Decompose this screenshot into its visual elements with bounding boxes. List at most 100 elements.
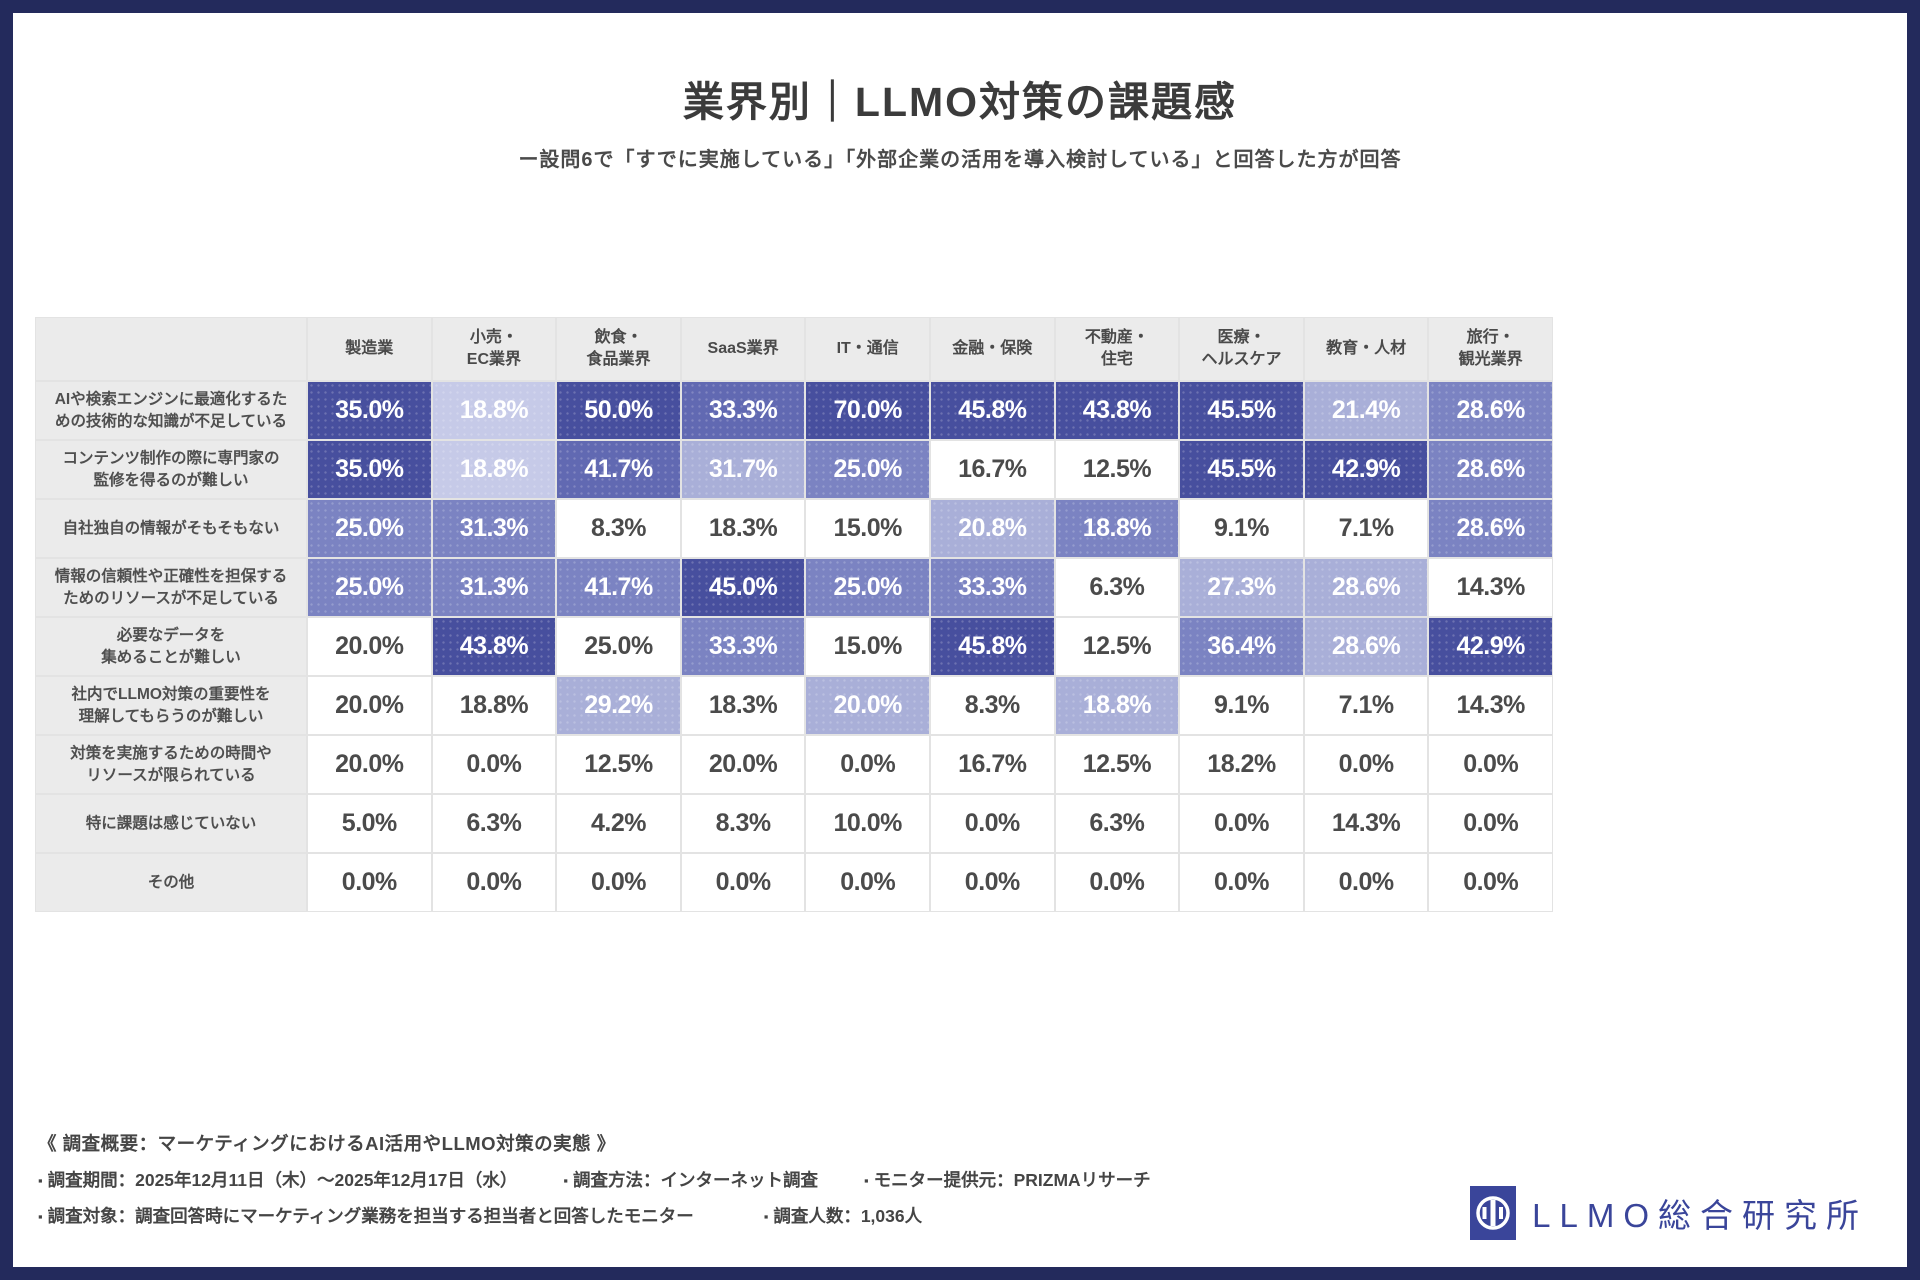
heat-cell: 12.5%: [1055, 736, 1179, 793]
heat-cell: 18.3%: [681, 677, 805, 734]
column-header: SaaS業界: [681, 318, 805, 380]
heat-cell: 28.6%: [1429, 500, 1552, 557]
bullet-icon: ▪: [38, 1209, 43, 1224]
heat-cell: 25.0%: [806, 559, 929, 616]
heat-cell: 25.0%: [557, 618, 680, 675]
heat-cell: 33.3%: [681, 618, 805, 675]
heat-cell: 14.3%: [1429, 677, 1552, 734]
heat-cell: 28.6%: [1304, 618, 1428, 675]
heat-cell: 0.0%: [432, 854, 556, 911]
row-label: その他: [36, 854, 306, 911]
heat-cell: 16.7%: [930, 736, 1054, 793]
survey-line-3: ▪ 調査対象：調査回答時にマーケティング業務を担当する担当者と回答したモニター ▪ 調…: [38, 1203, 1197, 1228]
bullet-icon: ▪: [38, 1173, 43, 1188]
heat-cell: 20.0%: [308, 677, 431, 734]
heat-cell: 8.3%: [930, 677, 1054, 734]
heat-cell: 0.0%: [1055, 854, 1179, 911]
survey-item-text: 調査対象：調査回答時にマーケティング業務を担当する担当者と回答したモニター: [47, 1206, 694, 1226]
column-header: 金融・保険: [930, 318, 1054, 380]
heat-cell: 18.8%: [432, 382, 556, 439]
heat-cell: 45.5%: [1180, 441, 1303, 498]
survey-item: ▪ モニター提供元：PRIZMAリサーチ: [864, 1167, 1151, 1192]
heat-cell: 20.8%: [930, 500, 1054, 557]
heat-cell: 9.1%: [1180, 500, 1303, 557]
heat-cell: 41.7%: [557, 441, 680, 498]
corner-cell: [36, 318, 306, 380]
heat-cell: 0.0%: [930, 795, 1054, 852]
bullet-icon: ▪: [563, 1173, 568, 1188]
column-header: 医療・ ヘルスケア: [1180, 318, 1303, 380]
heat-cell: 35.0%: [308, 382, 431, 439]
llmo-lab-logo: LLMO総合研究所: [1470, 1186, 1868, 1240]
heat-cell: 20.0%: [681, 736, 805, 793]
heat-cell: 43.8%: [432, 618, 556, 675]
heat-cell: 0.0%: [1180, 854, 1303, 911]
heat-cell: 41.7%: [557, 559, 680, 616]
llmo-logo-text: LLMO総合研究所: [1532, 1197, 1868, 1234]
page-title: 業界別｜LLMO対策の課題感: [682, 79, 1238, 125]
heat-cell: 42.9%: [1304, 441, 1428, 498]
bullet-icon: ▪: [763, 1209, 769, 1224]
heat-cell: 25.0%: [806, 441, 929, 498]
heat-cell: 18.8%: [1055, 677, 1179, 734]
heat-cell: 28.6%: [1429, 441, 1552, 498]
column-header: 不動産・ 住宅: [1055, 318, 1179, 380]
heat-cell: 70.0%: [806, 382, 929, 439]
heat-cell: 9.1%: [1180, 677, 1303, 734]
survey-item-text: 調査期間：2025年12月11日（木）～2025年12月17日（水）: [47, 1170, 518, 1190]
row-label: 自社独自の情報がそもそもない: [36, 500, 306, 557]
survey-heading: 《 調査概要：マーケティングにおけるAI活用やLLMO対策の実態 》: [38, 1133, 616, 1154]
heat-cell: 0.0%: [806, 854, 929, 911]
heat-cell: 0.0%: [1180, 795, 1303, 852]
heat-cell: 15.0%: [806, 618, 929, 675]
column-header: 教育・人材: [1304, 318, 1428, 380]
heat-cell: 27.3%: [1180, 559, 1303, 616]
heat-cell: 0.0%: [308, 854, 431, 911]
heat-cell: 6.3%: [1055, 795, 1179, 852]
heat-cell: 12.5%: [1055, 618, 1179, 675]
heat-cell: 31.7%: [681, 441, 805, 498]
heat-cell: 7.1%: [1304, 500, 1428, 557]
heat-cell: 5.0%: [308, 795, 431, 852]
row-label: 対策を実施するための時間や リソースが限られている: [36, 736, 306, 793]
heat-cell: 15.0%: [806, 500, 929, 557]
heat-cell: 0.0%: [1429, 736, 1552, 793]
row-label: AIや検索エンジンに最適化するた めの技術的な知識が不足している: [36, 382, 306, 439]
heat-cell: 28.6%: [1429, 382, 1552, 439]
heat-cell: 12.5%: [1055, 441, 1179, 498]
heat-cell: 33.3%: [681, 382, 805, 439]
heat-cell: 0.0%: [681, 854, 805, 911]
heat-cell: 0.0%: [432, 736, 556, 793]
heat-cell: 20.0%: [308, 618, 431, 675]
heat-cell: 4.2%: [557, 795, 680, 852]
heat-cell: 7.1%: [1304, 677, 1428, 734]
row-label: コンテンツ制作の際に専門家の 監修を得るのが難しい: [36, 441, 306, 498]
heat-cell: 35.0%: [308, 441, 431, 498]
heat-cell: 20.0%: [308, 736, 431, 793]
column-header: 製造業: [308, 318, 431, 380]
heat-cell: 45.5%: [1180, 382, 1303, 439]
heat-cell: 36.4%: [1180, 618, 1303, 675]
heat-cell: 28.6%: [1304, 559, 1428, 616]
row-label: 社内でLLMO対策の重要性を 理解してもらうのが難しい: [36, 677, 306, 734]
heat-cell: 25.0%: [308, 559, 431, 616]
heat-cell: 25.0%: [308, 500, 431, 557]
heat-cell: 6.3%: [432, 795, 556, 852]
survey-item: ▪ 調査方法：インターネット調査: [563, 1167, 818, 1192]
heat-cell: 18.2%: [1180, 736, 1303, 793]
heat-cell: 18.8%: [432, 441, 556, 498]
heat-cell: 31.3%: [432, 559, 556, 616]
column-header: IT・通信: [806, 318, 929, 380]
heat-cell: 31.3%: [432, 500, 556, 557]
survey-line-2: ▪ 調査期間：2025年12月11日（木）～2025年12月17日（水） ▪ 調査方法…: [38, 1167, 1197, 1192]
heat-cell: 8.3%: [681, 795, 805, 852]
heat-cell: 20.0%: [806, 677, 929, 734]
row-label: 必要なデータを 集めることが難しい: [36, 618, 306, 675]
heat-cell: 0.0%: [1304, 854, 1428, 911]
row-label: 情報の信頼性や正確性を担保する ためのリソースが不足している: [36, 559, 306, 616]
heat-cell: 18.8%: [1055, 500, 1179, 557]
bullet-icon: ▪: [863, 1173, 869, 1188]
heat-cell: 6.3%: [1055, 559, 1179, 616]
heat-cell: 0.0%: [557, 854, 680, 911]
heat-cell: 10.0%: [806, 795, 929, 852]
